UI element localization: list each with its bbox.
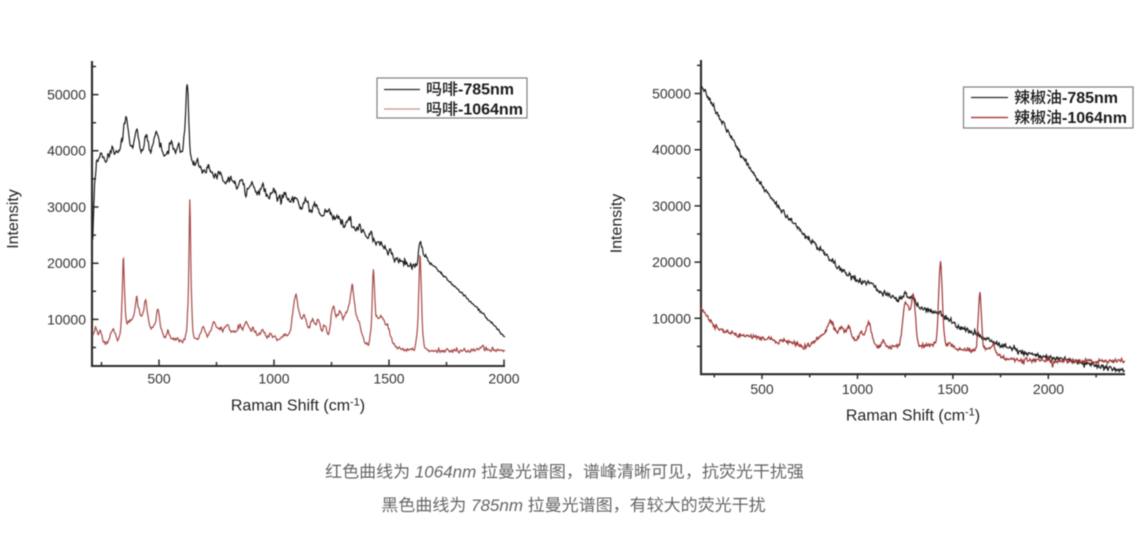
svg-text:500: 500 bbox=[147, 370, 171, 386]
svg-text:20000: 20000 bbox=[652, 254, 691, 270]
svg-text:30000: 30000 bbox=[47, 199, 86, 215]
svg-text:20000: 20000 bbox=[47, 255, 86, 271]
svg-text:2000: 2000 bbox=[1033, 381, 1064, 397]
svg-text:1000: 1000 bbox=[258, 370, 289, 386]
svg-text:1500: 1500 bbox=[937, 381, 968, 397]
svg-text:1064nm: 1064nm bbox=[415, 463, 476, 482]
svg-text:40000: 40000 bbox=[652, 142, 691, 158]
svg-text:-1064nm: -1064nm bbox=[1062, 110, 1127, 127]
svg-text:2000: 2000 bbox=[488, 370, 519, 386]
svg-text:10000: 10000 bbox=[47, 311, 86, 327]
svg-text:1000: 1000 bbox=[842, 381, 873, 397]
svg-text:40000: 40000 bbox=[47, 143, 86, 159]
svg-text:-1064nm: -1064nm bbox=[458, 102, 523, 119]
svg-text:785nm: 785nm bbox=[471, 496, 523, 515]
svg-text:50000: 50000 bbox=[652, 86, 691, 102]
svg-text:Intensity: Intensity bbox=[5, 189, 22, 249]
svg-text:1500: 1500 bbox=[373, 370, 404, 386]
svg-text:500: 500 bbox=[750, 381, 774, 397]
svg-text:50000: 50000 bbox=[47, 87, 86, 103]
svg-text:Intensity: Intensity bbox=[609, 194, 626, 254]
svg-text:30000: 30000 bbox=[652, 198, 691, 214]
svg-text:-785nm: -785nm bbox=[458, 82, 514, 99]
svg-text:Raman Shift (cm-1): Raman Shift (cm-1) bbox=[846, 407, 980, 425]
svg-text:Raman Shift (cm-1): Raman Shift (cm-1) bbox=[231, 397, 365, 415]
svg-text:10000: 10000 bbox=[652, 310, 691, 326]
svg-text:-785nm: -785nm bbox=[1062, 90, 1118, 107]
